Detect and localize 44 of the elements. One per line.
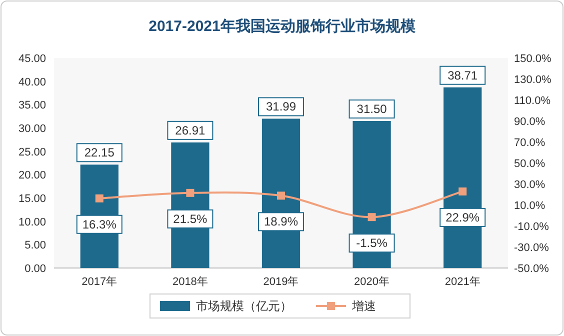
y-tick-label: 30.00 — [18, 123, 46, 135]
y-tick-label: 20.00 — [18, 170, 46, 182]
y-tick-label: 25.00 — [18, 146, 46, 158]
y2-tick-label: 30.0% — [514, 179, 546, 191]
data-label: -1.5% — [356, 236, 388, 250]
y-tick-label: 35.00 — [18, 100, 46, 112]
y-tick-label: 10.00 — [18, 216, 46, 228]
data-label: 18.9% — [264, 214, 298, 229]
chart-title: 2017-2021年我国运动服饰行业市场规模 — [148, 17, 416, 35]
point — [458, 187, 467, 196]
y-tick-label: 45.00 — [18, 53, 46, 65]
y2-tick-label: 70.0% — [514, 137, 546, 149]
x-tick-label: 2021年 — [444, 276, 480, 288]
legend-label: 市场规模（亿元） — [196, 299, 292, 313]
x-tick-label: 2017年 — [82, 276, 118, 288]
y2-tick-label: 110.0% — [514, 95, 551, 107]
point — [368, 213, 376, 222]
data-label: 38.71 — [448, 68, 478, 82]
y2-tick-label: 90.0% — [514, 116, 546, 128]
point — [95, 194, 104, 202]
data-label: 31.99 — [266, 100, 296, 114]
y-tick-label: 0.00 — [24, 263, 46, 275]
data-label: 16.3% — [82, 217, 117, 232]
legend-label: 增速 — [351, 299, 376, 313]
x-tick-label: 2020年 — [354, 276, 390, 288]
data-label: 22.15 — [84, 146, 115, 160]
x-tick-label: 2019年 — [263, 276, 299, 288]
point — [277, 192, 285, 200]
y2-tick-label: -50.0% — [514, 263, 550, 275]
data-label: 26.91 — [175, 123, 206, 138]
x-tick-label: 2018年 — [172, 276, 208, 288]
y-tick-label: 40.00 — [18, 76, 46, 88]
y2-tick-label: 10.0% — [514, 200, 546, 212]
data-label: 22.9% — [446, 210, 480, 224]
y2-tick-label: -30.0% — [514, 242, 550, 254]
data-label: 21.5% — [173, 212, 208, 226]
y2-tick-label: 130.0% — [514, 74, 552, 86]
y-tick-label: 15.00 — [18, 193, 46, 205]
y-tick-label: 5.00 — [24, 240, 46, 252]
y2-tick-label: 50.0% — [514, 158, 546, 170]
y2-tick-label: 150.0% — [514, 53, 552, 65]
data-label: 31.50 — [356, 102, 388, 116]
y2-tick-label: -10.0% — [514, 221, 550, 233]
point — [186, 188, 194, 197]
